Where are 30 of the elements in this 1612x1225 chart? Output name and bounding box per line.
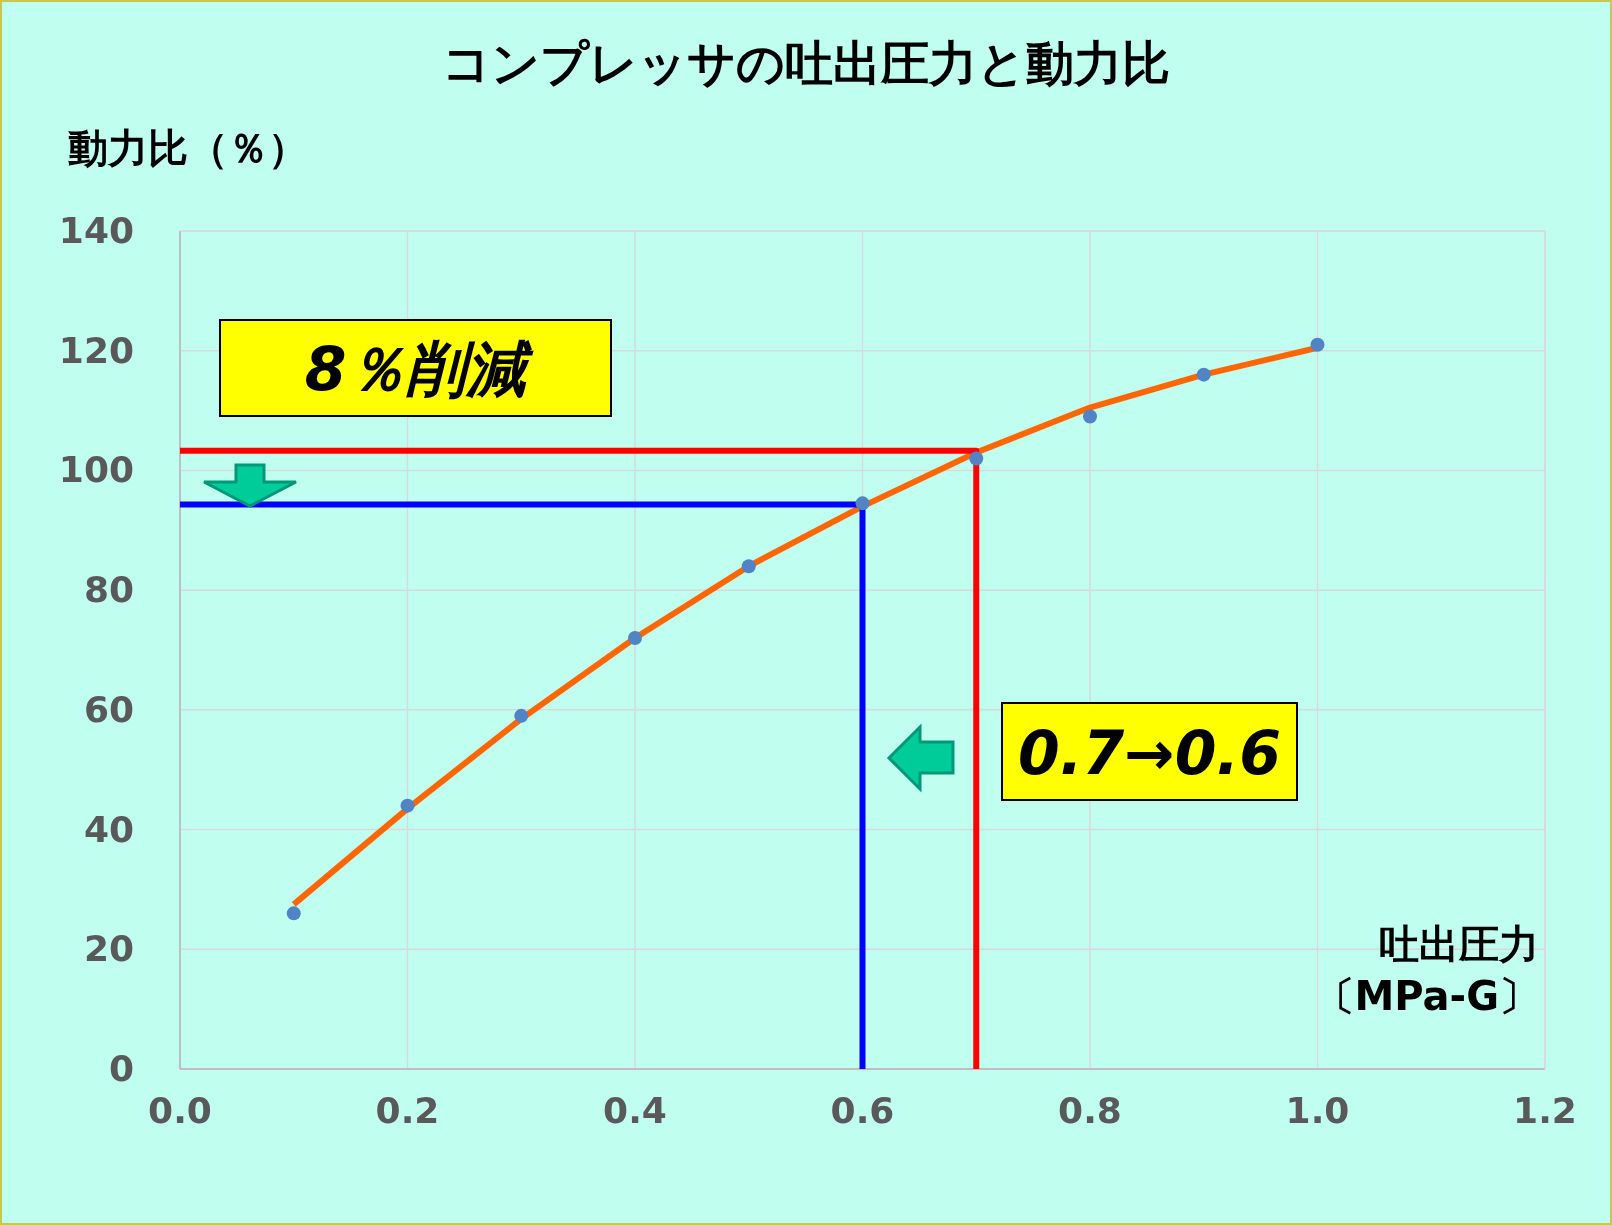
chart-title: コンプレッサの吐出圧力と動力比 <box>442 35 1170 91</box>
y-tick-label: 60 <box>83 688 134 730</box>
x-tick-label: 1.0 <box>1285 1090 1350 1131</box>
point <box>286 906 301 921</box>
y-axis-title: 動力比（％） <box>68 125 308 171</box>
y-tick-label: 120 <box>58 329 134 371</box>
point <box>1083 409 1097 424</box>
point <box>628 631 642 646</box>
x-tick-label: 0.4 <box>603 1090 667 1131</box>
y-tick-label: 140 <box>58 210 134 251</box>
point <box>969 451 984 466</box>
point <box>1196 367 1211 382</box>
x-tick-label: 0.2 <box>375 1090 440 1131</box>
x-tick-label: 0.8 <box>1058 1090 1122 1131</box>
y-tick-label: 40 <box>83 808 134 850</box>
annotation: 8％削減 <box>304 334 535 404</box>
y-tick-label: 100 <box>58 449 134 491</box>
x-axis-title: 吐出圧力〔MPa‐G〕 <box>1313 920 1539 1021</box>
y-tick-label: 0 <box>108 1048 134 1089</box>
x-tick-label: 1.2 <box>1513 1090 1577 1131</box>
y-tick-label: 20 <box>83 928 134 970</box>
point <box>1310 337 1325 352</box>
point <box>855 496 870 511</box>
x-tick-label: 0.0 <box>148 1090 212 1131</box>
point <box>741 559 756 574</box>
point <box>514 708 529 723</box>
annotation: 0.7→0.6 <box>1018 717 1281 788</box>
y-tick-label: 80 <box>83 569 134 611</box>
point <box>400 798 415 813</box>
x-tick-label: 0.6 <box>830 1090 895 1131</box>
